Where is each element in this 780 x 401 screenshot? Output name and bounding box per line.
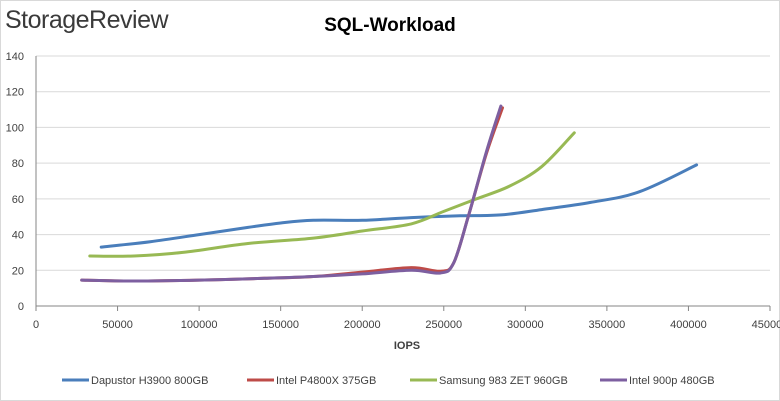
- x-tick-label: 200000: [344, 319, 381, 331]
- x-tick-label: 400000: [670, 319, 707, 331]
- y-axis-tick-labels: 0 20 40 60 80 100 120 140: [6, 51, 24, 313]
- y-tick-label: 100: [6, 122, 24, 134]
- y-tick-label: 140: [6, 51, 24, 63]
- chart-title: SQL-Workload: [324, 15, 456, 36]
- y-tick-label: 20: [12, 265, 24, 277]
- y-tick-label: 60: [12, 194, 24, 206]
- gridlines: [36, 55, 770, 271]
- x-axis-tick-labels: 0 50000 100000 150000 200000 250000 300000 3500…: [33, 319, 780, 331]
- series-line-dapustor-h3900-800gb: [99, 163, 699, 249]
- y-tick-label: 40: [12, 230, 24, 242]
- y-tick-label: 80: [12, 158, 24, 170]
- y-tick-label: 120: [6, 87, 24, 99]
- legend-item-dapustor-h3900-800gb: Dapustor H3900 800GB: [62, 375, 208, 387]
- x-tick-label: 150000: [262, 319, 299, 331]
- x-tick-label: 350000: [589, 319, 626, 331]
- legend-label: Dapustor H3900 800GB: [91, 375, 208, 387]
- x-tick-label: 0: [33, 319, 39, 331]
- legend: Dapustor H3900 800GB Intel P4800X 375GB Sa…: [62, 375, 715, 387]
- series-line-intel-900p-480gb: [80, 104, 503, 283]
- x-tick-label: 100000: [181, 319, 218, 331]
- x-tick-label: 250000: [425, 319, 462, 331]
- legend-label: Samsung 983 ZET 960GB: [439, 375, 568, 387]
- axes: [35, 56, 771, 311]
- x-tick-label: 450000: [752, 319, 780, 331]
- legend-item-samsung-983-zet-960gb: Samsung 983 ZET 960GB: [410, 375, 568, 387]
- series-line-samsung-983-zet-960gb: [88, 131, 576, 258]
- x-axis-label: IOPS: [394, 340, 420, 352]
- legend-label: Intel P4800X 375GB: [276, 375, 376, 387]
- legend-item-intel-p4800x-375gb: Intel P4800X 375GB: [247, 375, 376, 387]
- legend-label: Intel 900p 480GB: [629, 375, 715, 387]
- storagereview-logo: StorageReview: [5, 6, 169, 34]
- series-lines: [80, 104, 699, 283]
- x-tick-label: 300000: [507, 319, 544, 331]
- y-tick-label: 0: [18, 301, 24, 313]
- legend-item-intel-900p-480gb: Intel 900p 480GB: [600, 375, 715, 387]
- x-tick-label: 50000: [102, 319, 133, 331]
